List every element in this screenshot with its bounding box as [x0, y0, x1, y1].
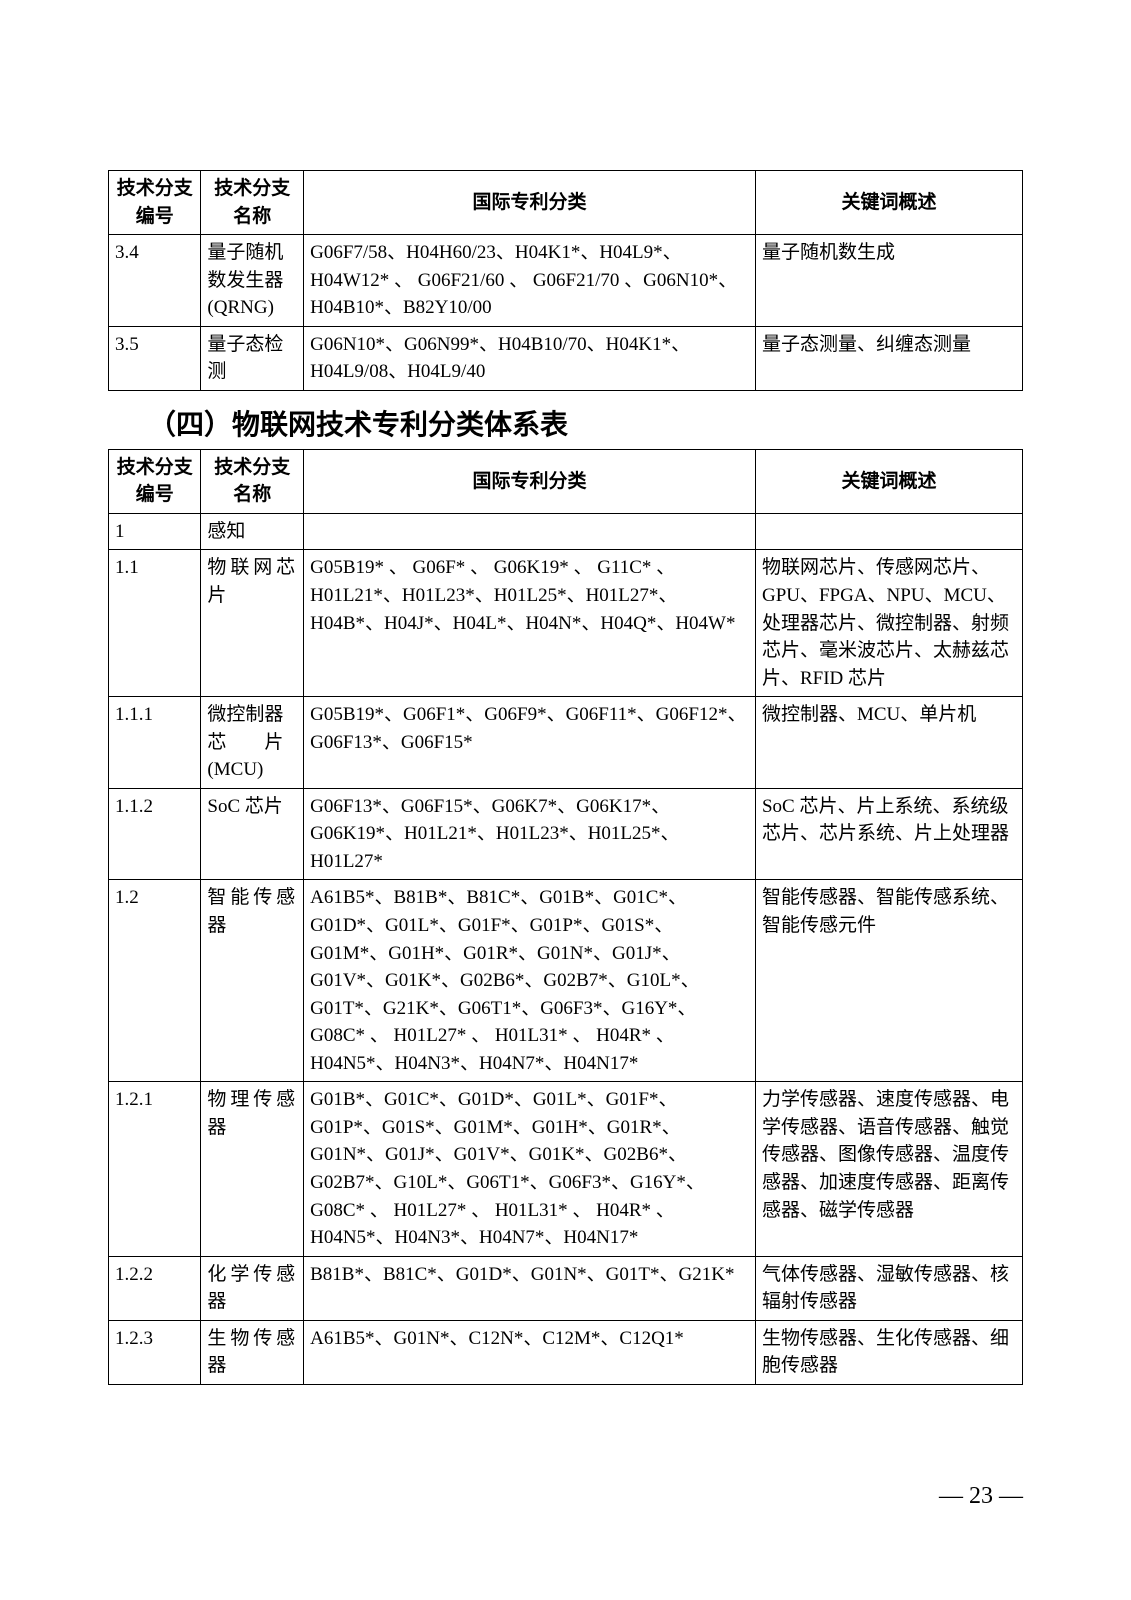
table-2: 技术分支编号 技术分支名称 国际专利分类 关键词概述 1 感知 1.1 物联网芯…	[108, 449, 1023, 1385]
cell-num: 1.1.2	[109, 788, 201, 880]
cell-keyword: 微控制器、MCU、单片机	[755, 697, 1022, 789]
cell-num: 1.2.2	[109, 1256, 201, 1320]
table-row: 1 感知	[109, 513, 1023, 550]
table-row: 1.1.2 SoC 芯片 G06F13*、G06F15*、G06K7*、G06K…	[109, 788, 1023, 880]
table-row: 1.1.1 微控制器芯 片(MCU) G05B19*、G06F1*、G06F9*…	[109, 697, 1023, 789]
cell-num: 3.4	[109, 235, 201, 327]
table-1: 技术分支编号 技术分支名称 国际专利分类 关键词概述 3.4 量子随机数发生器(…	[108, 170, 1023, 391]
cell-keyword: 物联网芯片、传感网芯片、GPU、FPGA、NPU、MCU、处理器芯片、微控制器、…	[755, 550, 1022, 697]
table-header-row: 技术分支编号 技术分支名称 国际专利分类 关键词概述	[109, 171, 1023, 235]
page-number: — 23 —	[939, 1483, 1023, 1510]
header-intl: 国际专利分类	[304, 171, 756, 235]
header-name: 技术分支名称	[201, 171, 304, 235]
table-row: 1.2 智能传感器 A61B5*、B81B*、B81C*、G01B*、G01C*…	[109, 880, 1023, 1082]
cell-keyword: 气体传感器、湿敏传感器、核辐射传感器	[755, 1256, 1022, 1320]
cell-num: 1.2.3	[109, 1320, 201, 1384]
cell-num: 1.2	[109, 880, 201, 1082]
cell-intl	[304, 513, 756, 550]
cell-intl: G06F7/58、H04H60/23、H04K1*、H04L9*、H04W12*…	[304, 235, 756, 327]
cell-name: 微控制器芯 片(MCU)	[201, 697, 304, 789]
header-name: 技术分支名称	[201, 449, 304, 513]
cell-intl: G05B19* 、 G06F* 、 G06K19* 、 G11C* 、H01L2…	[304, 550, 756, 697]
cell-intl: G06F13*、G06F15*、G06K7*、G06K17*、G06K19*、H…	[304, 788, 756, 880]
cell-name: 化学传感器	[201, 1256, 304, 1320]
table-row: 1.2.1 物理传感器 G01B*、G01C*、G01D*、G01L*、G01F…	[109, 1082, 1023, 1256]
cell-keyword	[755, 513, 1022, 550]
table-row: 1.1 物联网芯片 G05B19* 、 G06F* 、 G06K19* 、 G1…	[109, 550, 1023, 697]
cell-num: 3.5	[109, 326, 201, 390]
cell-name: 智能传感器	[201, 880, 304, 1082]
cell-name: 感知	[201, 513, 304, 550]
cell-num: 1.1	[109, 550, 201, 697]
cell-intl: A61B5*、G01N*、C12N*、C12M*、C12Q1*	[304, 1320, 756, 1384]
table-row: 3.4 量子随机数发生器(QRNG) G06F7/58、H04H60/23、H0…	[109, 235, 1023, 327]
header-num: 技术分支编号	[109, 171, 201, 235]
header-num: 技术分支编号	[109, 449, 201, 513]
cell-keyword: 智能传感器、智能传感系统、智能传感元件	[755, 880, 1022, 1082]
header-keyword: 关键词概述	[755, 449, 1022, 513]
cell-keyword: 生物传感器、生化传感器、细胞传感器	[755, 1320, 1022, 1384]
section-title: （四）物联网技术专利分类体系表	[148, 403, 1023, 443]
cell-intl: G01B*、G01C*、G01D*、G01L*、G01F*、G01P*、G01S…	[304, 1082, 756, 1256]
table-row: 3.5 量子态检测 G06N10*、G06N99*、H04B10/70、H04K…	[109, 326, 1023, 390]
header-keyword: 关键词概述	[755, 171, 1022, 235]
cell-name: 物联网芯片	[201, 550, 304, 697]
cell-keyword: 力学传感器、速度传感器、电学传感器、语音传感器、触觉传感器、图像传感器、温度传感…	[755, 1082, 1022, 1256]
cell-keyword: 量子态测量、纠缠态测量	[755, 326, 1022, 390]
page-container: 技术分支编号 技术分支名称 国际专利分类 关键词概述 3.4 量子随机数发生器(…	[0, 0, 1131, 1600]
cell-num: 1	[109, 513, 201, 550]
cell-intl: A61B5*、B81B*、B81C*、G01B*、G01C*、G01D*、G01…	[304, 880, 756, 1082]
cell-keyword: SoC 芯片、片上系统、系统级芯片、芯片系统、片上处理器	[755, 788, 1022, 880]
cell-name: 量子随机数发生器(QRNG)	[201, 235, 304, 327]
header-intl: 国际专利分类	[304, 449, 756, 513]
cell-keyword: 量子随机数生成	[755, 235, 1022, 327]
cell-num: 1.2.1	[109, 1082, 201, 1256]
cell-intl: G05B19*、G06F1*、G06F9*、G06F11*、G06F12*、G0…	[304, 697, 756, 789]
cell-intl: G06N10*、G06N99*、H04B10/70、H04K1*、H04L9/0…	[304, 326, 756, 390]
cell-intl: B81B*、B81C*、G01D*、G01N*、G01T*、G21K*	[304, 1256, 756, 1320]
cell-name: 物理传感器	[201, 1082, 304, 1256]
table-header-row: 技术分支编号 技术分支名称 国际专利分类 关键词概述	[109, 449, 1023, 513]
table-row: 1.2.2 化学传感器 B81B*、B81C*、G01D*、G01N*、G01T…	[109, 1256, 1023, 1320]
cell-name: 生物传感器	[201, 1320, 304, 1384]
table-row: 1.2.3 生物传感器 A61B5*、G01N*、C12N*、C12M*、C12…	[109, 1320, 1023, 1384]
cell-name: 量子态检测	[201, 326, 304, 390]
cell-num: 1.1.1	[109, 697, 201, 789]
cell-name: SoC 芯片	[201, 788, 304, 880]
